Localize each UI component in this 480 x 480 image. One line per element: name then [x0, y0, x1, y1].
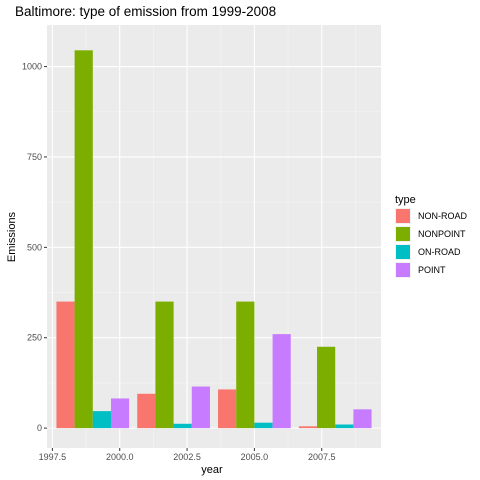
x-axis-title: year [201, 464, 223, 476]
bar-point-2008 [353, 409, 372, 429]
legend-title: type [395, 194, 416, 206]
chart-title: Baltimore: type of emission from 1999-20… [15, 4, 276, 19]
x-tick-label: 2007.5 [308, 452, 336, 462]
bar-point-1999 [110, 398, 130, 429]
legend-label: ON-ROAD [418, 247, 461, 257]
y-tick-label: 1000 [22, 62, 42, 72]
legend-key [396, 263, 410, 277]
legend-label: NON-ROAD [418, 211, 467, 221]
y-tick-label: 250 [27, 333, 42, 343]
bars [56, 50, 372, 429]
y-tick-label: 0 [37, 423, 42, 433]
y-axis: 0 250 500 750 1000 [22, 62, 47, 433]
x-tick-label: 2000.0 [106, 452, 134, 462]
x-tick-label: 1997.5 [39, 452, 67, 462]
legend-key [396, 209, 410, 223]
bar-non-road-2002 [137, 393, 156, 429]
bar-on-road-2008 [335, 424, 354, 429]
x-tick-label: 2002.5 [173, 452, 201, 462]
bar-non-road-1999 [56, 301, 75, 429]
bar-non-road-2008 [298, 426, 318, 429]
bar-on-road-2005 [254, 422, 273, 429]
x-tick-label: 2005.0 [241, 452, 269, 462]
bar-nonpoint-1999 [74, 50, 93, 429]
bar-nonpoint-2002 [155, 301, 174, 429]
bar-point-2002 [191, 386, 210, 429]
bar-point-2005 [272, 334, 291, 429]
bar-nonpoint-2008 [317, 346, 336, 429]
bar-on-road-1999 [92, 411, 111, 429]
y-axis-title: Emissions [6, 211, 18, 262]
minor-gridlines [47, 25, 381, 448]
x-axis: 1997.5 2000.0 2002.5 2005.0 2007.5 [39, 448, 336, 462]
legend-label: NONPOINT [418, 229, 466, 239]
bar-on-road-2002 [173, 423, 192, 429]
y-tick-label: 500 [27, 242, 42, 252]
bar-nonpoint-2005 [236, 301, 255, 429]
legend-label: POINT [418, 265, 446, 275]
bar-non-road-2005 [218, 389, 237, 429]
legend-key [396, 227, 410, 241]
legend: type NON-ROAD NONPOINT ON-ROAD POINT [395, 194, 467, 278]
y-tick-label: 750 [27, 152, 42, 162]
legend-key [396, 245, 410, 259]
